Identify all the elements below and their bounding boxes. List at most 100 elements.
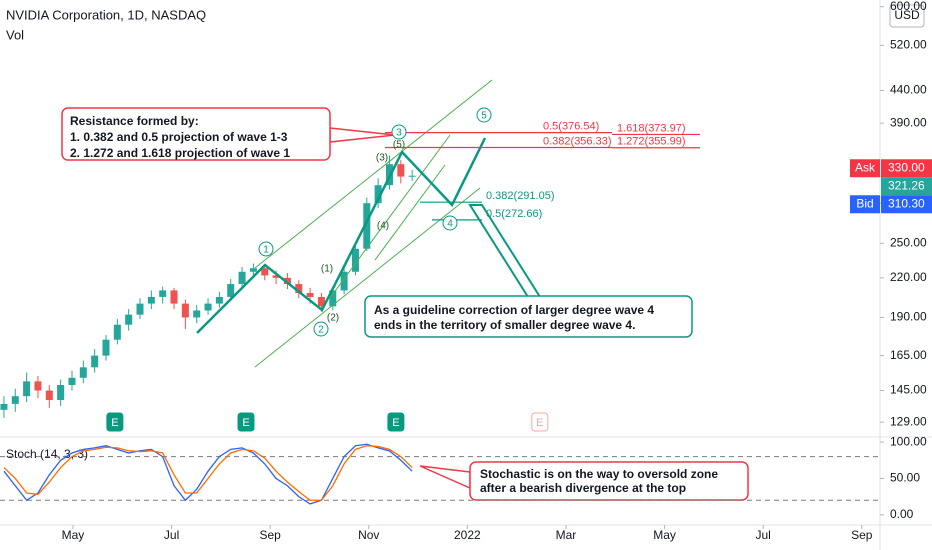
currency[interactable]: USD [894,8,920,22]
candle-body [136,303,144,315]
chart-title: NVIDIA Corporation, 1D, NASDAQ [6,7,206,22]
x-tick-label: Sep [259,528,281,542]
wave-label: (3) [376,153,388,164]
candle-body [238,271,246,285]
fib-label: 0.382(356.33) [543,135,612,147]
wave-label: 3 [396,128,402,139]
candle-body [204,303,212,311]
fib-label: 0.5(272.66) [486,208,542,220]
candle-body [125,314,133,325]
fib-label: 1.618(373.97) [617,122,686,134]
annotation-box [61,107,331,161]
candle-body [113,324,121,340]
wave-label: 1 [263,245,269,256]
wave-label: 4 [447,219,453,230]
candle-body [181,303,189,318]
channel-line [254,79,493,269]
annotation-box [469,461,749,501]
earnings-label: E [392,417,399,429]
candle-body [0,403,8,410]
x-tick-label: Sep [851,528,873,542]
earnings-marker [531,412,549,432]
candle-body [408,175,416,177]
candle-body [351,248,359,272]
price-tag-name: Bid [856,196,873,210]
price-tag [881,195,932,214]
price-tag-name: Ask [855,160,876,174]
annotation-text: Resistance formed by: [70,114,199,128]
candle-body [57,384,65,401]
candle-body [397,164,405,177]
wave-circle [313,321,329,337]
annotation-text: As a guideline correction of larger degr… [374,303,654,317]
earnings-label: E [111,417,118,429]
candle-body [317,296,325,307]
price-tag [881,159,932,178]
candle-body [374,185,382,204]
candle-body [68,377,76,385]
candle-body [159,290,167,297]
y-tick-label: 0.00 [890,507,914,521]
volume-label: Vol [6,27,24,42]
fib-label: 0.5(376.54) [543,121,599,133]
channels [254,79,493,368]
y-tick-label: 220.00 [890,270,927,284]
wave-label: (4) [377,221,389,232]
candle-body [295,284,303,294]
candle-body [283,277,291,285]
x-tick-label: Mar [556,528,577,542]
candle-body [170,290,178,304]
y-tick-label: 100.00 [890,434,927,448]
candle-body [23,381,31,397]
candle-body [79,367,87,378]
price-tag-name-box [850,159,880,178]
candle-body [340,271,348,291]
y-tick-label: 165.00 [890,348,927,362]
wave-circle [442,215,458,231]
currency-box[interactable] [889,4,925,28]
stoch-line [3,445,413,501]
y-tick-label: 520.00 [890,38,927,52]
fib-label: 0.382(291.05) [486,190,555,202]
wave-label: 5 [481,111,487,122]
y-tick-label: 440.00 [890,83,927,97]
candle-body [272,275,280,278]
x-tick-label: May [653,528,676,542]
candle-body [261,268,269,276]
annotation-text: Stochastic is on the way to oversold zon… [480,467,718,481]
price-tag [881,177,932,196]
candle-body [102,339,110,356]
price-tag-value: 330.00 [888,160,925,174]
candle-body [91,355,99,368]
annotation-text: 2. 1.272 and 1.618 projection of wave 1 [70,146,290,160]
channel-line [329,134,451,299]
channel-line [254,187,481,368]
price-tag-name-box [850,195,880,214]
wave-circle [476,107,492,123]
y-tick-label: 190.00 [890,310,927,324]
price-tag-value: 310.30 [888,196,925,210]
candle-body [147,296,155,304]
x-tick-label: Jul [164,528,179,542]
candle-body [329,290,337,307]
earnings-label: E [536,417,543,429]
price-tag-value: 321.26 [888,178,925,192]
candle-body [193,310,201,318]
stoch-line [3,443,413,505]
candle-body [306,293,314,297]
x-tick-label: Nov [358,528,379,542]
earnings-marker [237,412,255,432]
wave-circle [391,124,407,140]
wave-circle [258,241,274,257]
y-tick-label: 390.00 [890,115,927,129]
candle-body [249,268,257,272]
candle-body [45,390,53,401]
fib-label: 1.272(355.99) [617,136,686,148]
y-tick-label: 600.00 [890,0,927,13]
wave-path [196,137,487,334]
candle-body [34,381,42,391]
candle-body [215,296,223,304]
wave-label: (2) [327,313,339,324]
candle-body [363,203,371,249]
